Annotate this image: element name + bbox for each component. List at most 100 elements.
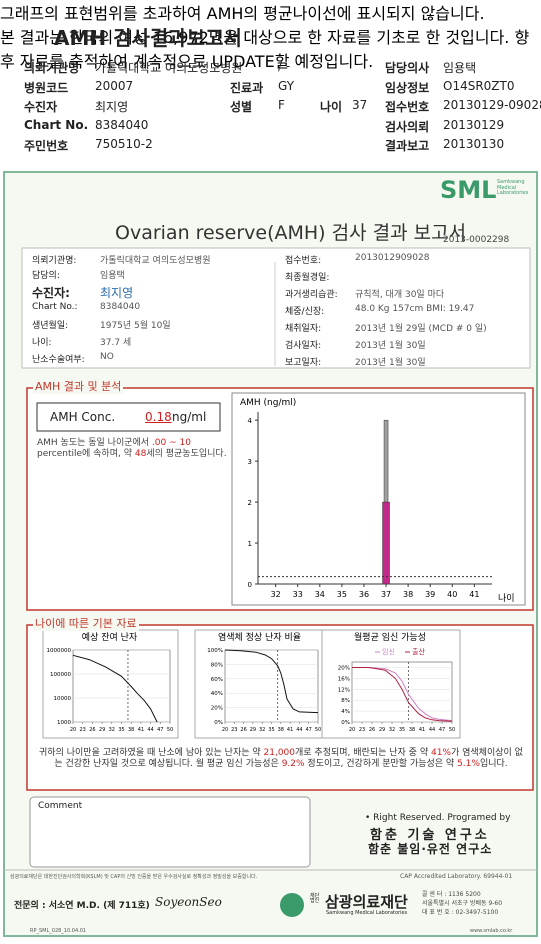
title: AMH 검사결과보고서 [54,26,242,50]
info-label: 체중/신장: [285,307,325,317]
info-label: 생년월일: [32,321,69,331]
x-tick-label: 47 [306,727,312,733]
text-run: 정도이고, 건강하게 분만할 가능성은 약 [304,759,458,770]
info-label: 채취일자: [285,324,322,334]
field-label: 의뢰기관명 [24,61,80,75]
y-tick-label: 60% [211,677,223,683]
info-value: 2013년 1월 29일 (MCD # 0 일) [355,324,487,334]
mini-chart-title: 월평균 임신 가능성 [354,631,426,643]
text-run: 입니다. [479,759,508,770]
credit-org: 함춘 불임·유전 연구소 [368,842,493,856]
x-tick-label: 32 [259,727,265,733]
x-tick-label: 41 [138,727,144,733]
field-value: F [278,98,285,112]
x-tick-label: 40 [447,590,457,599]
comment-label: Comment [38,801,83,811]
text-run: 48 [134,449,147,460]
field-label: 검사의뢰 [385,119,430,134]
field-value: 8384040 [95,117,149,132]
x-tick-label: 39 [425,590,435,599]
text-run: 41% [430,748,451,758]
x-tick-label: 23 [231,727,237,733]
signature: SoyeonSeo [155,895,222,909]
x-tick-label: 23 [359,727,365,733]
x-tick-label: 47 [439,727,445,733]
x-tick-label: 38 [409,727,415,733]
info-label: 수진자: [32,286,70,300]
bar [383,419,389,503]
info-box [21,247,531,369]
y-tick-label: 1 [248,540,252,548]
x-tick-label: 32 [271,590,281,599]
cap: CAP Accredited Laboratory. 69944-01 [400,873,513,880]
y-tick-label: 4% [341,709,350,715]
mini-chart-frame [194,629,327,739]
y-tick-label: 100% [207,648,223,654]
text-run: 귀하의 나이만을 고려하였을 때 난소에 남아 있는 난자는 약 [39,748,264,758]
x-tick-label: 23 [80,727,86,733]
amh-note: 그래프의 표현범위를 초과하여 AMH의 평균나이선에 표시되지 않습니다. [0,4,485,23]
info-value: 48.0 Kg 157cm BMI: 19.47 [355,304,475,314]
field-label: 수진자 [24,100,58,114]
x-tick-label: 41 [419,727,425,733]
y-tick-label: 100000 [50,672,71,678]
x-tick-label: 20 [222,727,228,733]
info-label: 의뢰기관명: [32,256,77,266]
info-label: 접수번호: [285,256,322,266]
field-value: 20007 [95,78,134,93]
org-en: Samkwang Medical Laboratories [326,910,408,916]
field-label: 담당의사 [385,61,430,75]
text-run: percentile에 속하며, 약 [37,449,135,460]
x-tick-label: 26 [369,727,375,733]
y-tick-label: 1000000 [47,648,72,654]
curve [352,667,453,722]
y-tick-label: 2 [248,499,252,507]
y-tick-label: 3 [248,458,252,466]
info-value: 규칙적, 대개 30일 마다 [355,290,445,300]
x-tick-label: 44 [147,727,153,733]
info-value: 37.7 세 [100,338,132,348]
x-tick-label: 41 [287,727,293,733]
info-label: 보고일자: [285,358,322,368]
summary: 귀하의 나이만을 고려하였을 때 난소에 남아 있는 난자는 약 21,000개… [36,748,526,771]
info-label: Chart No.: [32,302,78,312]
legend-label: 출산 [412,647,425,656]
field-value: / - [278,59,291,73]
text-run: 9.2% [281,759,305,770]
org-prefix: 재단법인 [310,893,320,904]
x-tick-label: 35 [399,727,405,733]
x-tick-label: 20 [349,727,355,733]
x-tick-label: 50 [449,727,455,733]
y-tick-label: 16% [338,676,350,682]
field-label: 임상정보 [385,80,430,95]
x-tick-label: 26 [89,727,95,733]
info-label: 난소수술여부: [32,355,85,365]
info-value: 최지영 [100,286,134,300]
info-label: 검사일자: [285,341,322,351]
field-value: 임용택 [443,61,477,75]
field-value: 20130129-09028 [443,98,541,112]
text-run: 21,000 [263,748,296,758]
y-tick-label: 40% [211,691,223,697]
x-tick-label: 50 [315,727,321,733]
curve [72,654,158,723]
logo: SML [440,176,497,204]
y-tick-label: 20% [211,706,223,712]
info-value: 1975년 5월 10일 [100,321,171,331]
y-tick-label: 0% [341,720,350,726]
comment-box [29,796,311,868]
logo-sub: Samkwang Medical Laboratories [497,179,529,196]
curve [352,667,453,722]
form-code: RP_SML_028_10.04.01 [30,928,87,934]
field-label: 병원코드 [24,80,69,95]
field-label: 결과보고 [385,139,430,153]
field-label: 접수번호 [385,100,430,114]
field-label: 성별 [230,100,253,114]
section-heading: AMH 결과 및 분석 [33,378,124,394]
field-value: 750510-2 [95,137,153,151]
mini-chart-title: 염색체 정상 난자 비율 [218,632,301,643]
y-tick-label: 1000 [57,720,71,726]
text-run: 세의 평균농도입니다. [146,449,227,460]
text-run: AMH 농도는 동일 나이군에서 [37,438,152,448]
x-tick-label: 47 [157,727,163,733]
